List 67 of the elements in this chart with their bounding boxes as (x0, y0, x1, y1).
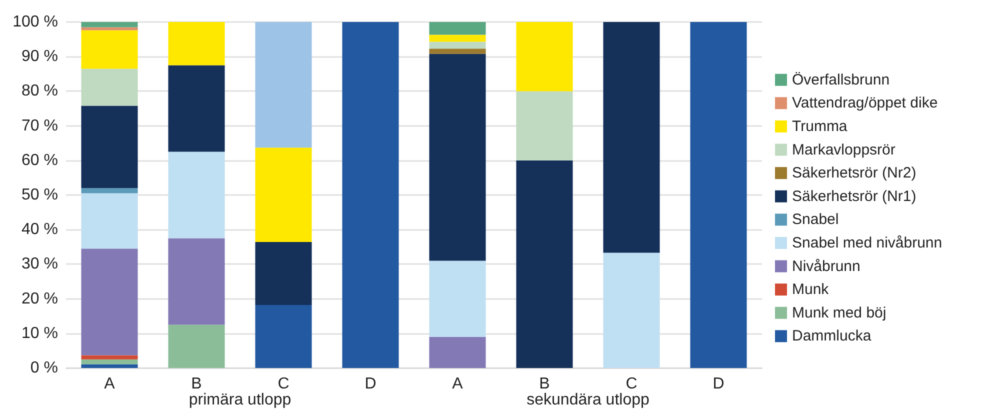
bar (429, 34, 486, 42)
y-tick-label: 30 % (22, 256, 58, 273)
legend-label: Överfallsbrunn (792, 71, 890, 88)
bar (429, 22, 486, 35)
y-tick-label: 50 % (22, 186, 58, 204)
bar (81, 68, 138, 106)
legend-label: Nivåbrunn (792, 258, 860, 275)
y-tick-label: 100 % (12, 14, 58, 30)
legend-label: Munk med böj (792, 304, 886, 322)
bar (342, 22, 399, 368)
bar (168, 238, 225, 325)
bar (429, 48, 486, 54)
x-tick-label: B (539, 376, 550, 392)
y-tick-label: 70 % (22, 117, 58, 134)
x-tick-label: C (278, 376, 290, 392)
bar (516, 160, 573, 368)
bar (81, 193, 138, 249)
legend-label: Dammlucka (792, 328, 872, 345)
x-tick-label: A (452, 376, 464, 392)
bar (168, 65, 225, 152)
x-tick-label: D (712, 376, 724, 392)
bar (81, 188, 138, 194)
y-tick-label: 90 % (22, 48, 58, 66)
legend-label: Trumma (792, 118, 848, 135)
bar (81, 106, 138, 188)
bar (81, 30, 138, 69)
bar (81, 364, 138, 368)
bar (81, 248, 138, 356)
bar (168, 22, 225, 66)
y-tick-label: 40 % (22, 221, 58, 238)
bar (690, 22, 747, 368)
bar (429, 42, 486, 49)
legend-label: Vattendrag/öppet dike (792, 94, 938, 112)
bar (603, 252, 660, 368)
bar (81, 22, 138, 28)
bar (255, 22, 312, 148)
bar (255, 305, 312, 368)
y-tick-label: 10 % (22, 324, 58, 342)
bar (81, 359, 138, 364)
bar (81, 355, 138, 360)
legend-label: Snabel (792, 211, 839, 228)
bar (255, 242, 312, 306)
legend-label: Munk (792, 281, 830, 298)
legend-label: Snabel med nivåbrunn (792, 234, 942, 252)
bar (516, 91, 573, 160)
bar (429, 260, 486, 337)
bar (429, 54, 486, 261)
legend-label: Säkerhetsrör (Nr2) (792, 164, 916, 182)
text: primära utlopp (188, 392, 292, 408)
bar (516, 22, 573, 92)
y-tick-label: 0 % (30, 360, 58, 376)
x-tick-label: C (626, 376, 638, 392)
bar (168, 324, 225, 368)
legend-label: Säkerhetsrör (Nr1) (792, 188, 916, 205)
x-tick-label: B (191, 376, 202, 392)
bar (81, 27, 138, 30)
legend-label: Markavloppsrör (792, 141, 896, 158)
bar (603, 22, 660, 253)
bar (255, 148, 312, 242)
x-tick-label: D (364, 376, 376, 392)
bar (168, 152, 225, 238)
y-tick-label: 80 % (22, 82, 58, 100)
text: sekundära utlopp (526, 392, 650, 408)
y-tick-label: 60 % (22, 152, 58, 169)
bar (429, 336, 486, 368)
y-tick-label: 20 % (22, 290, 58, 308)
x-tick-label: A (104, 376, 116, 392)
